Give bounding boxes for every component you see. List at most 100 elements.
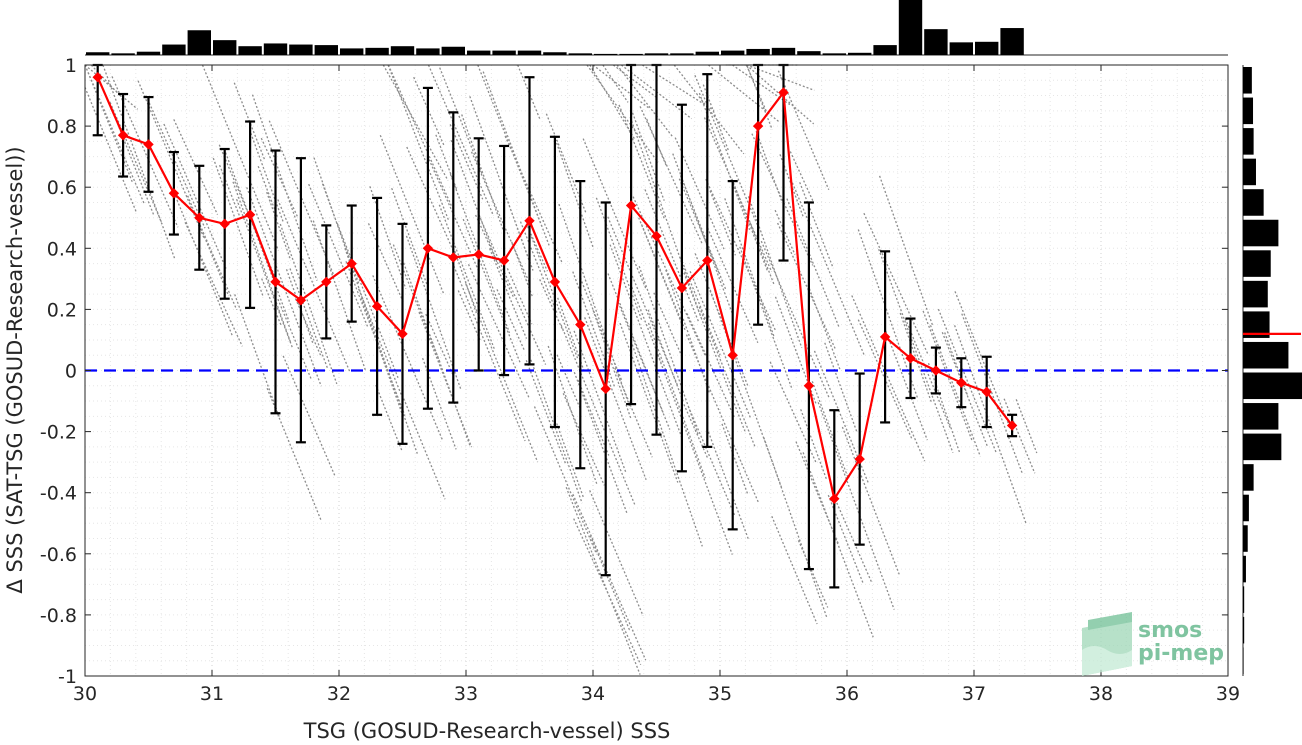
top-hist-bar bbox=[771, 47, 796, 55]
right-hist-bar bbox=[1243, 97, 1254, 125]
mean-marker bbox=[752, 120, 764, 132]
right-hist-bar bbox=[1243, 494, 1249, 522]
y-tick-label: 0 bbox=[65, 361, 77, 383]
mean-marker bbox=[371, 301, 383, 312]
right-hist-bar bbox=[1243, 647, 1244, 674]
mean-marker bbox=[194, 212, 205, 223]
y-tick-label: 1 bbox=[65, 55, 77, 77]
x-tick-label: 35 bbox=[708, 683, 732, 705]
mean-marker bbox=[803, 380, 815, 391]
mean-marker bbox=[321, 276, 332, 288]
top-hist-bar bbox=[568, 53, 592, 55]
mean-marker bbox=[422, 243, 434, 254]
x-tick-label: 33 bbox=[454, 683, 478, 705]
right-hist-bar bbox=[1243, 586, 1245, 613]
x-axis-ticks: 30 31 32 33 34 35 36 37 38 39 bbox=[73, 65, 1240, 705]
right-hist-bar bbox=[1243, 341, 1289, 369]
top-hist-bar bbox=[898, 0, 923, 55]
y-tick-label: 0.8 bbox=[47, 116, 77, 138]
top-hist-bar bbox=[441, 46, 465, 55]
mean-marker bbox=[92, 72, 103, 83]
top-hist-bar bbox=[873, 45, 897, 55]
right-hist-bar bbox=[1243, 128, 1254, 155]
y-tick-label: -1 bbox=[58, 666, 77, 688]
right-hist-bar bbox=[1243, 372, 1302, 400]
mean-marker bbox=[854, 453, 865, 465]
mean-marker bbox=[625, 200, 637, 211]
top-hist-bar bbox=[111, 53, 135, 55]
top-hist-bar bbox=[543, 52, 567, 55]
mean-marker bbox=[778, 87, 789, 98]
x-tick-label: 34 bbox=[581, 683, 605, 705]
mean-marker bbox=[956, 377, 967, 388]
top-hist-bar bbox=[517, 50, 542, 55]
top-hist-bar bbox=[467, 50, 491, 55]
y-tick-label: 0.2 bbox=[47, 299, 77, 321]
logo-text-smos: smos bbox=[1138, 618, 1202, 643]
top-hist-bar bbox=[797, 51, 821, 55]
top-hist-bar bbox=[289, 44, 313, 55]
right-hist-bar bbox=[1243, 403, 1279, 430]
top-hist-bar bbox=[619, 53, 643, 55]
mean-marker bbox=[702, 255, 713, 266]
top-hist-bar bbox=[238, 46, 262, 55]
mean-marker bbox=[244, 209, 256, 220]
right-hist-bar bbox=[1243, 189, 1264, 216]
top-hist-bar bbox=[1000, 28, 1024, 55]
right-hist-bar bbox=[1243, 158, 1256, 186]
mean-marker bbox=[549, 276, 561, 288]
top-hist-bar bbox=[594, 53, 618, 55]
mean-marker bbox=[270, 276, 281, 288]
mean-marker bbox=[397, 328, 408, 340]
mean-marker bbox=[346, 258, 357, 269]
right-hist-bar bbox=[1243, 219, 1279, 247]
top-hist-bar bbox=[365, 47, 389, 55]
top-hist-bar bbox=[86, 52, 110, 55]
mean-marker bbox=[600, 383, 611, 395]
top-hist-bar bbox=[975, 41, 999, 55]
top-hist-bar bbox=[136, 51, 161, 55]
y-axis-ticks: -1 -0.8 -0.6 -0.4 -0.2 0 0.2 0.4 0.6 0.8 1 bbox=[40, 55, 1228, 688]
top-hist-bar bbox=[670, 53, 694, 55]
mean-marker bbox=[905, 353, 916, 364]
x-tick-label: 36 bbox=[835, 683, 859, 705]
right-hist-bar bbox=[1243, 525, 1248, 552]
right-hist-bar bbox=[1243, 616, 1245, 644]
mean-marker bbox=[651, 230, 662, 242]
mean-marker bbox=[981, 386, 992, 398]
mean-marker bbox=[295, 295, 307, 306]
y-tick-label: -0.2 bbox=[40, 422, 77, 444]
logo-text-pi-mep: pi-mep bbox=[1138, 641, 1224, 666]
x-axis-label: TSG (GOSUD-Research-vessel) SSS bbox=[303, 719, 671, 743]
right-hist-bar bbox=[1243, 433, 1282, 461]
top-hist-bar bbox=[492, 50, 516, 55]
top-hist-bar bbox=[162, 44, 186, 55]
mean-markers bbox=[92, 72, 1018, 505]
y-axis-label: Δ SSS (SAT-TSG (GOSUD-Research-vessel)) bbox=[3, 146, 27, 593]
top-hist-bar bbox=[822, 53, 846, 55]
right-hist-bar bbox=[1243, 555, 1246, 583]
mean-marker bbox=[829, 493, 840, 505]
mean-marker bbox=[727, 350, 738, 361]
y-tick-label: -0.6 bbox=[40, 544, 77, 566]
mean-marker bbox=[524, 215, 535, 227]
top-hist-bar bbox=[746, 48, 770, 55]
x-tick-label: 38 bbox=[1089, 683, 1113, 705]
mean-marker bbox=[117, 130, 129, 141]
mean-marker bbox=[676, 282, 688, 294]
top-hist-bar bbox=[721, 50, 745, 55]
mean-marker bbox=[168, 188, 180, 199]
top-hist-bar bbox=[340, 48, 364, 55]
x-tick-label: 37 bbox=[962, 683, 986, 705]
mean-marker bbox=[219, 218, 230, 230]
top-histogram bbox=[85, 0, 1228, 56]
top-hist-bar bbox=[314, 45, 338, 55]
top-hist-bar bbox=[949, 42, 973, 55]
top-hist-bar bbox=[213, 40, 237, 55]
y-tick-label: 0.4 bbox=[47, 238, 77, 260]
right-hist-bar bbox=[1243, 67, 1252, 94]
mean-marker bbox=[473, 249, 484, 260]
x-tick-label: 30 bbox=[73, 683, 97, 705]
